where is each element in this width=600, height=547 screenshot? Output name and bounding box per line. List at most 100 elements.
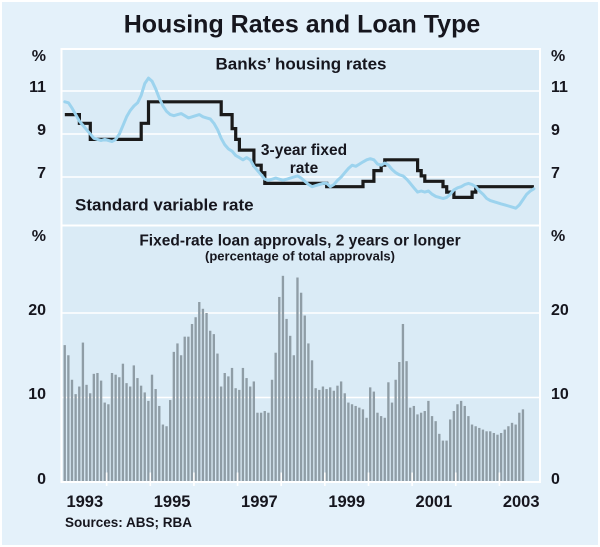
top-panel-title: Banks’ housing rates	[215, 54, 387, 74]
bar	[85, 384, 88, 481]
bar	[107, 404, 110, 481]
bar	[485, 431, 488, 481]
y-tick-label-left: 9	[37, 122, 46, 139]
bar	[205, 313, 208, 481]
bar	[321, 386, 325, 481]
percent-sign-top-left: %	[31, 48, 46, 65]
bar	[118, 377, 121, 481]
bar	[176, 343, 179, 481]
bar	[230, 367, 234, 481]
bar	[467, 416, 470, 481]
bar	[521, 409, 525, 481]
bar	[114, 374, 117, 481]
bar	[234, 388, 237, 481]
bar	[470, 424, 474, 481]
bar	[165, 426, 168, 481]
bar	[456, 404, 459, 481]
bar	[249, 386, 252, 481]
bar	[383, 417, 386, 481]
bar	[238, 389, 241, 481]
bar	[143, 392, 146, 481]
bar	[110, 372, 114, 481]
bar	[347, 402, 350, 481]
bar	[314, 388, 317, 481]
bar	[365, 417, 368, 481]
bar	[310, 360, 314, 481]
percent-sign-bottom-left: %	[31, 228, 46, 245]
y-tick-label-right: 0	[551, 470, 560, 488]
bar	[492, 432, 496, 481]
bar	[441, 440, 445, 481]
bar	[299, 292, 303, 481]
bar	[121, 363, 125, 481]
bar	[336, 385, 339, 481]
page-title: Housing Rates and Loan Type	[123, 10, 481, 39]
bar	[499, 432, 503, 481]
bar	[263, 411, 266, 481]
bar	[452, 411, 456, 481]
bar	[219, 386, 223, 481]
x-year-label: 1993	[66, 492, 104, 511]
bar	[354, 405, 357, 481]
bar	[187, 336, 190, 481]
bar	[245, 378, 248, 481]
bar	[503, 429, 506, 481]
bar	[70, 379, 74, 481]
y-tick-label-right: 7	[551, 165, 560, 182]
bar	[332, 390, 336, 481]
bar	[419, 412, 423, 481]
bar	[216, 353, 219, 481]
bar	[318, 389, 321, 481]
bar	[307, 343, 310, 481]
bar	[190, 323, 194, 481]
bar	[445, 440, 448, 481]
bar	[423, 411, 426, 481]
sources-note: Sources: ABS; RBA	[65, 515, 193, 530]
y-tick-label-left: 0	[37, 470, 46, 488]
y-tick-label-right: 20	[551, 301, 569, 319]
bar	[278, 296, 281, 481]
bar	[270, 379, 274, 481]
bar	[416, 414, 419, 481]
bar	[158, 405, 161, 481]
bar	[274, 352, 277, 481]
bar	[201, 308, 205, 481]
bar	[303, 315, 306, 481]
bar	[150, 374, 154, 481]
bar	[252, 381, 256, 481]
bar	[394, 379, 397, 481]
bar	[339, 381, 343, 481]
bar	[474, 426, 477, 481]
bar	[147, 400, 150, 481]
bar	[161, 424, 165, 481]
fixed-rate-series-label-line1: 3-year fixed	[260, 142, 348, 159]
bar	[154, 389, 157, 481]
bar	[259, 412, 263, 481]
fixed-rate-series-label-line2: rate	[289, 160, 319, 177]
bar	[350, 404, 354, 481]
bar	[227, 376, 230, 481]
bottom-panel-title: Fixed-rate loan approvals, 2 years or lo…	[139, 232, 461, 250]
bar	[409, 407, 412, 481]
bar	[289, 335, 292, 481]
x-year-label: 1999	[328, 492, 366, 511]
bar	[129, 386, 132, 481]
y-tick-label-left: 7	[37, 165, 46, 182]
bar	[99, 380, 103, 481]
bar	[89, 393, 92, 481]
bar	[481, 429, 485, 481]
three-year-fixed-rate-line	[63, 76, 536, 210]
bar	[139, 385, 143, 481]
bar	[209, 330, 212, 481]
bar	[390, 402, 394, 481]
bar	[398, 362, 401, 481]
x-year-label: 2003	[502, 492, 540, 511]
bar	[361, 409, 365, 481]
bar	[125, 383, 128, 481]
percent-sign-top-right: %	[551, 48, 566, 65]
panel-frame	[60, 224, 541, 483]
x-year-label: 2001	[415, 492, 453, 511]
bar	[296, 277, 299, 481]
bar	[223, 372, 226, 481]
y-tick-label-right: 11	[551, 79, 568, 96]
